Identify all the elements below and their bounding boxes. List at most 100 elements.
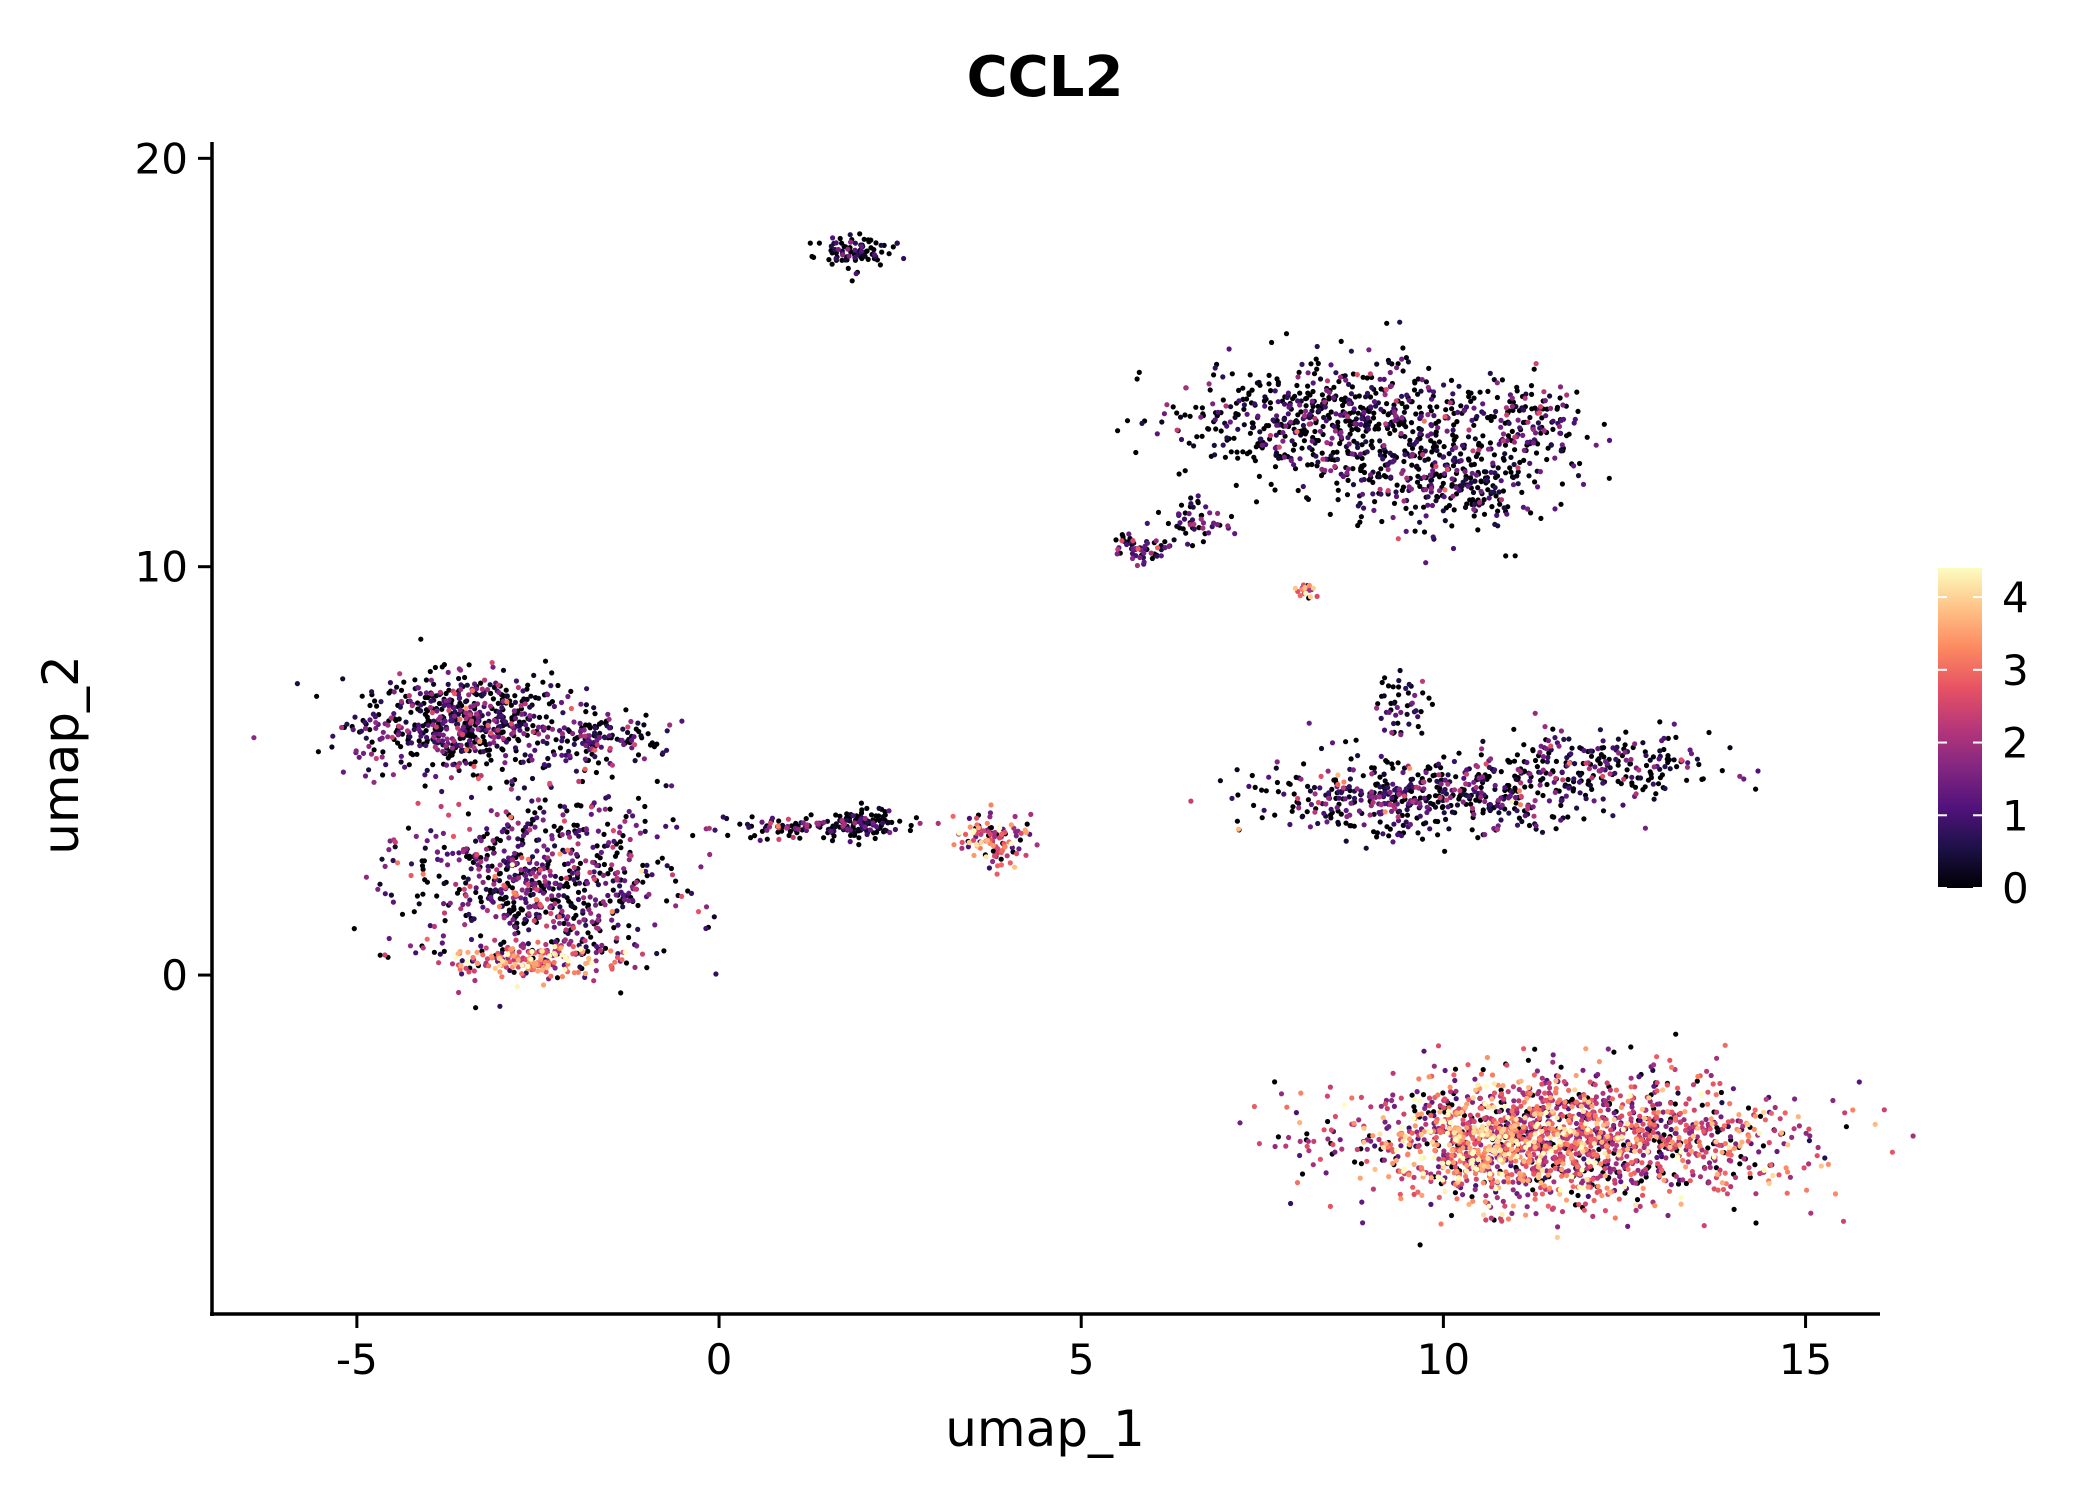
data-point xyxy=(1592,1082,1598,1088)
data-point xyxy=(1444,428,1450,434)
data-point xyxy=(1480,807,1486,813)
data-point xyxy=(1425,494,1431,500)
data-point xyxy=(1657,719,1663,725)
data-point xyxy=(340,676,346,682)
data-point xyxy=(1532,710,1538,716)
data-point xyxy=(1306,421,1312,427)
data-point xyxy=(1298,776,1304,782)
data-point xyxy=(1452,1077,1458,1084)
data-point xyxy=(1647,769,1653,775)
data-point xyxy=(1612,1177,1618,1183)
data-point xyxy=(1454,802,1461,808)
data-point xyxy=(453,742,459,749)
data-point xyxy=(390,899,396,905)
data-point xyxy=(1670,1153,1676,1159)
data-point xyxy=(1610,813,1616,819)
data-point xyxy=(1423,513,1429,519)
data-point xyxy=(1347,823,1353,829)
data-point xyxy=(1441,1148,1447,1154)
data-point xyxy=(377,881,383,887)
data-point xyxy=(1538,743,1544,749)
data-point xyxy=(1410,799,1416,805)
data-point xyxy=(1530,804,1536,810)
data-point xyxy=(1009,845,1015,851)
data-point xyxy=(886,251,892,257)
data-point xyxy=(564,738,571,744)
data-point xyxy=(1297,390,1303,396)
data-point xyxy=(418,708,424,714)
data-point xyxy=(568,938,574,944)
data-point xyxy=(1629,1104,1635,1110)
data-point xyxy=(386,847,392,853)
data-point xyxy=(1547,771,1553,777)
data-point xyxy=(1364,375,1370,381)
data-point xyxy=(835,246,842,253)
data-point xyxy=(1472,1186,1478,1193)
data-point xyxy=(588,804,595,810)
data-point xyxy=(1714,1109,1720,1115)
data-point xyxy=(471,968,477,974)
data-point xyxy=(1517,768,1523,775)
data-point xyxy=(413,833,419,840)
data-point xyxy=(1306,445,1313,451)
data-point xyxy=(392,844,398,850)
data-point xyxy=(594,925,600,931)
data-point xyxy=(1415,714,1421,720)
data-point xyxy=(1188,501,1194,507)
data-point xyxy=(511,708,518,714)
data-point xyxy=(1477,1095,1484,1101)
data-point xyxy=(482,677,488,683)
data-point xyxy=(1377,774,1383,780)
data-point xyxy=(852,254,858,260)
data-point xyxy=(1696,761,1702,768)
data-point xyxy=(988,825,995,831)
data-point xyxy=(441,703,447,709)
data-point xyxy=(581,895,587,901)
data-point xyxy=(483,846,490,852)
data-point xyxy=(1558,448,1564,454)
data-point xyxy=(469,917,475,924)
data-point xyxy=(1522,395,1528,401)
data-point xyxy=(1447,400,1453,406)
data-point xyxy=(408,861,415,867)
data-point xyxy=(1336,789,1342,795)
data-point xyxy=(1335,497,1341,503)
data-point xyxy=(511,906,517,913)
data-point xyxy=(1382,675,1388,681)
data-point xyxy=(464,853,470,860)
data-point xyxy=(467,826,473,832)
data-point xyxy=(1683,1127,1689,1133)
data-point xyxy=(418,702,424,708)
data-point xyxy=(636,728,642,735)
data-point xyxy=(1295,374,1301,380)
data-point xyxy=(1385,466,1391,473)
data-point xyxy=(1203,504,1209,510)
data-point xyxy=(759,828,766,834)
data-point xyxy=(1459,442,1466,449)
data-point xyxy=(1622,749,1628,755)
data-point xyxy=(529,757,535,763)
data-point xyxy=(1312,809,1318,815)
data-point xyxy=(1480,738,1486,745)
data-point xyxy=(551,703,558,710)
data-point xyxy=(1589,775,1595,781)
data-point xyxy=(1593,1094,1599,1100)
data-point xyxy=(1211,372,1217,378)
data-point xyxy=(1417,483,1423,489)
data-point xyxy=(1415,391,1421,397)
data-point xyxy=(1753,1220,1759,1226)
data-point xyxy=(1394,482,1400,488)
data-point xyxy=(1451,758,1457,765)
data-point xyxy=(330,733,336,739)
data-point xyxy=(571,741,577,748)
data-point xyxy=(1272,464,1279,470)
data-point xyxy=(1306,1148,1312,1154)
data-point xyxy=(1275,381,1281,388)
data-point xyxy=(1409,451,1415,457)
data-point xyxy=(1550,1205,1556,1211)
data-point xyxy=(626,890,632,896)
data-point xyxy=(1539,415,1545,421)
data-point xyxy=(1423,379,1429,385)
data-point xyxy=(527,753,534,759)
data-point xyxy=(1436,1156,1442,1162)
